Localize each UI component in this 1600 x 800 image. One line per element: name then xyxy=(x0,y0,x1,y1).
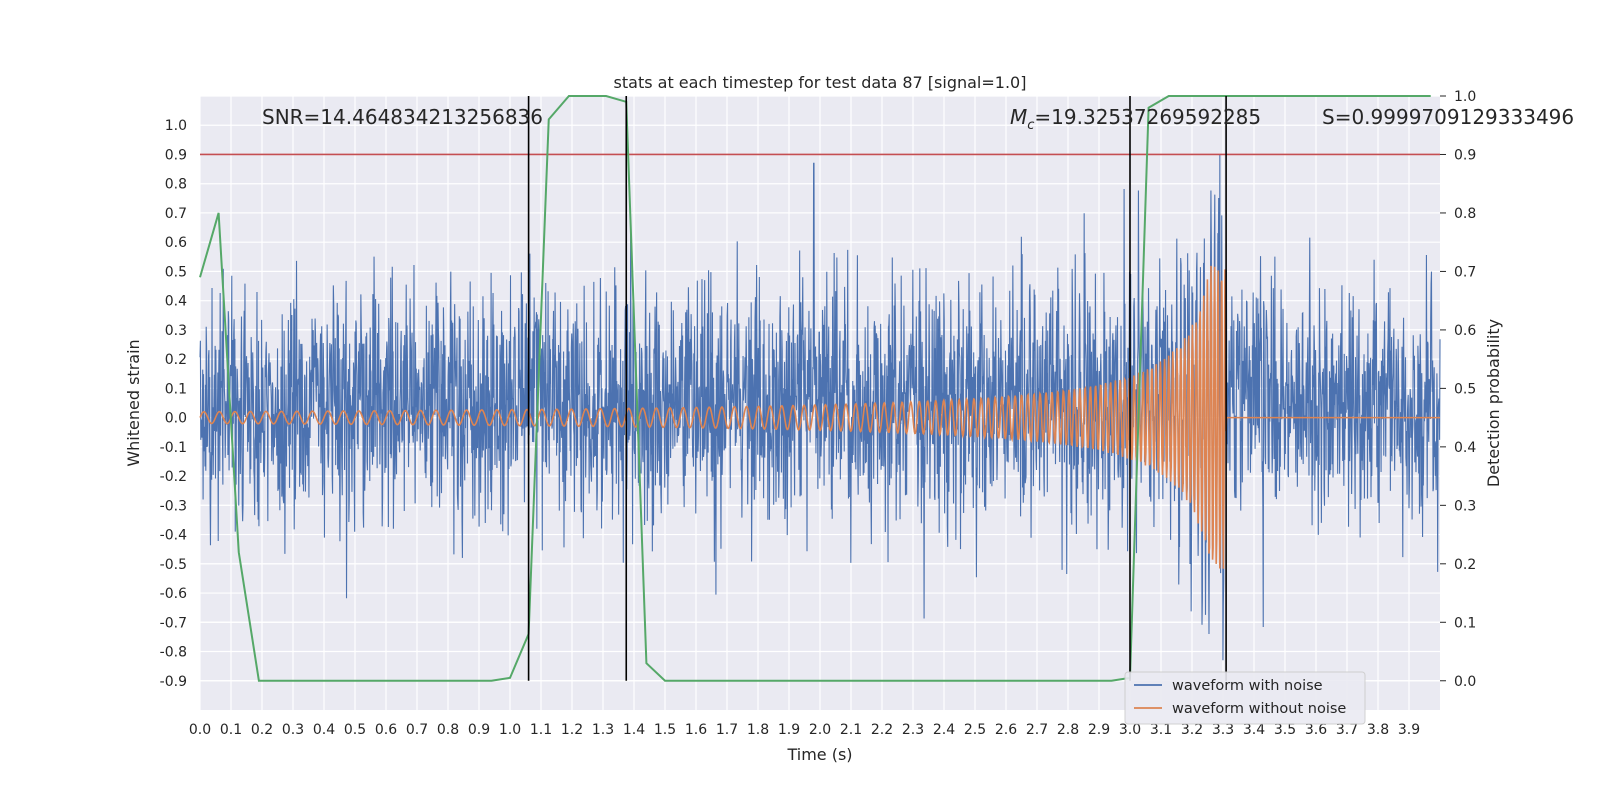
x-tick-label: 0.5 xyxy=(344,722,366,738)
y-tick-label-right: 0.7 xyxy=(1454,264,1476,280)
y-tick-label-right: 0.1 xyxy=(1454,615,1476,631)
x-tick-label: 1.9 xyxy=(778,722,800,738)
chirp-mass-annotation: Mc=19.32537269592285 xyxy=(1010,105,1261,133)
y-tick-label-right: 0.4 xyxy=(1454,440,1476,456)
y-tick-label-right: 0.3 xyxy=(1454,498,1476,514)
x-tick-label: 2.9 xyxy=(1088,722,1110,738)
x-tick-label: 0.3 xyxy=(282,722,304,738)
y-tick-label-left: 0.6 xyxy=(165,235,187,251)
y-tick-label-left: 0.8 xyxy=(165,177,187,193)
x-tick-label: 3.3 xyxy=(1212,722,1234,738)
y-tick-label-left: 0.2 xyxy=(165,352,187,368)
y-tick-label-right: 0.9 xyxy=(1454,147,1476,163)
x-tick-label: 1.7 xyxy=(716,722,738,738)
y-tick-label-left: -0.7 xyxy=(160,615,187,631)
y-tick-label-left: -0.9 xyxy=(160,674,187,690)
legend: waveform with noise waveform without noi… xyxy=(1124,671,1366,725)
x-tick-label: 1.8 xyxy=(747,722,769,738)
y-tick-label-left: 0.4 xyxy=(165,294,187,310)
y-tick-label-right: 0.6 xyxy=(1454,323,1476,339)
vertical-markers xyxy=(527,96,1227,681)
x-tick-label: 2.2 xyxy=(871,722,893,738)
y-tick-label-left: -0.5 xyxy=(160,557,187,573)
x-tick-label: 3.6 xyxy=(1305,722,1327,738)
x-tick-label: 1.0 xyxy=(499,722,521,738)
y-tick-label-right: 1.0 xyxy=(1454,89,1476,105)
x-tick-label: 2.1 xyxy=(840,722,862,738)
x-tick-label: 2.0 xyxy=(809,722,831,738)
chirp-mass-value: =19.32537269592285 xyxy=(1034,105,1261,129)
probability-curve xyxy=(199,95,1440,682)
x-tick-label: 0.7 xyxy=(406,722,428,738)
noisy-waveform xyxy=(199,154,1441,661)
x-tick-label: 2.8 xyxy=(1057,722,1079,738)
y-tick-label-right: 0.2 xyxy=(1454,557,1476,573)
x-axis-label: Time (s) xyxy=(786,745,852,764)
legend-box xyxy=(1124,671,1366,725)
legend-label-clean: waveform without noise xyxy=(1172,701,1346,717)
y-tick-label-left: -0.8 xyxy=(160,645,187,661)
x-tick-label: 2.4 xyxy=(933,722,955,738)
clean-waveform-path xyxy=(199,265,1440,569)
s-annotation: S=0.9999709129333496 xyxy=(1322,105,1574,129)
x-tick-label: 1.1 xyxy=(530,722,552,738)
y-tick-label-left: 0.1 xyxy=(165,381,187,397)
y-tick-label-right: 0.5 xyxy=(1454,381,1476,397)
x-tick-label: 1.5 xyxy=(654,722,676,738)
y-tick-label-left: 1.0 xyxy=(165,118,187,134)
x-tick-label: 0.9 xyxy=(468,722,490,738)
y-tick-label-left: -0.2 xyxy=(160,469,187,485)
x-tick-label: 3.0 xyxy=(1119,722,1141,738)
y-tick-label-left: -0.4 xyxy=(160,528,187,544)
x-tick-label: 2.5 xyxy=(964,722,986,738)
x-tick-label: 1.3 xyxy=(592,722,614,738)
x-tick-label: 0.6 xyxy=(375,722,397,738)
x-tick-label: 3.4 xyxy=(1243,722,1265,738)
x-tick-label: 0.1 xyxy=(220,722,242,738)
x-tick-label: 3.7 xyxy=(1336,722,1358,738)
y-tick-label-right: 0.0 xyxy=(1454,674,1476,690)
y-tick-label-left: 0.5 xyxy=(165,264,187,280)
x-tick-label: 2.6 xyxy=(995,722,1017,738)
legend-label-noise: waveform with noise xyxy=(1172,678,1323,694)
x-tick-label: 3.5 xyxy=(1274,722,1296,738)
x-tick-label: 0.8 xyxy=(437,722,459,738)
chirp-mass-symbol: M xyxy=(1010,105,1027,129)
y-tick-label-left: 0.3 xyxy=(165,323,187,339)
y-axis-label-right: Detection probability xyxy=(1484,319,1503,487)
y-tick-label-left: -0.3 xyxy=(160,498,187,514)
ticks: 0.0 0.1 0.2 0.3 0.4 0.5 0.6 0.7 0.8 0.9 1.0 1.1 1.2 1… xyxy=(160,89,1477,738)
x-tick-label: 0.4 xyxy=(313,722,335,738)
y-tick-label-left: 0.7 xyxy=(165,206,187,222)
x-tick-label: 2.7 xyxy=(1026,722,1048,738)
x-tick-label: 1.6 xyxy=(685,722,707,738)
x-tick-label: 3.9 xyxy=(1398,722,1420,738)
snr-annotation: SNR=14.464834213256836 xyxy=(262,105,543,129)
x-tick-label: 2.3 xyxy=(902,722,924,738)
x-tick-label: 3.8 xyxy=(1367,722,1389,738)
y-tick-label-left: -0.1 xyxy=(160,440,187,456)
x-tick-label: 3.2 xyxy=(1181,722,1203,738)
x-tick-label: 1.2 xyxy=(561,722,583,738)
noisy-waveform-path xyxy=(199,154,1441,661)
y-tick-label-left: 0.9 xyxy=(165,147,187,163)
chirp-mass-subscript: c xyxy=(1027,118,1034,133)
x-tick-label: 0.2 xyxy=(251,722,273,738)
y-tick-label-right: 0.8 xyxy=(1454,206,1476,222)
chart-title: stats at each timestep for test data 87 … xyxy=(614,73,1027,92)
x-tick-label: 0.0 xyxy=(189,722,211,738)
y-axis-label-left: Whitened strain xyxy=(124,339,143,466)
clean-waveform xyxy=(199,265,1440,569)
x-tick-label: 3.1 xyxy=(1150,722,1172,738)
y-tick-label-left: -0.6 xyxy=(160,586,187,602)
x-tick-label: 1.4 xyxy=(623,722,645,738)
y-tick-label-left: 0.0 xyxy=(165,411,187,427)
